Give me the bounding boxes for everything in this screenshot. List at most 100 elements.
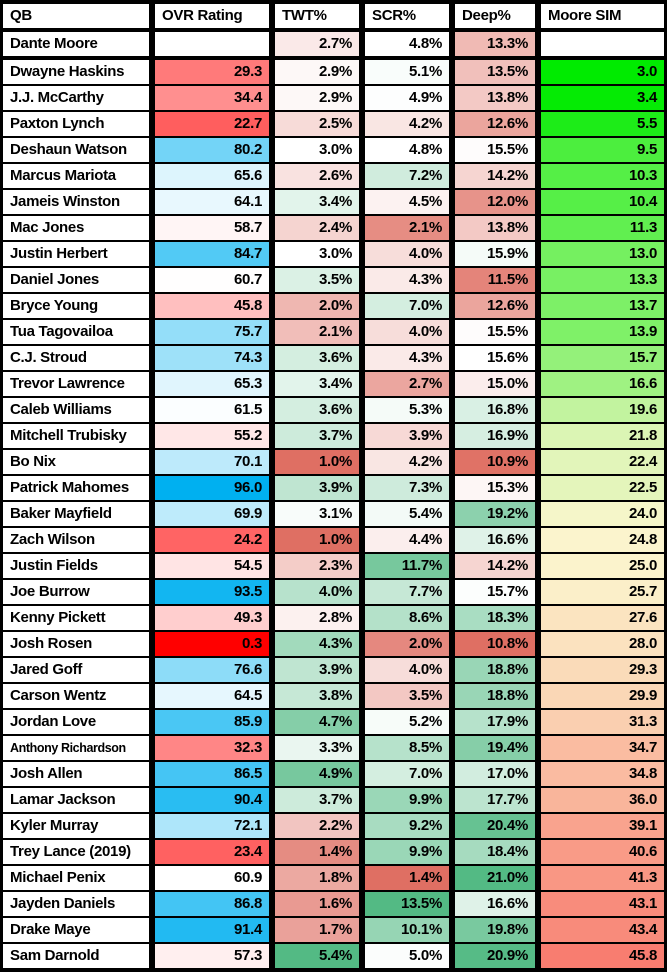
- twt-cell[interactable]: 3.8%: [275, 684, 359, 708]
- deep-cell[interactable]: 10.8%: [455, 632, 535, 656]
- deep-cell[interactable]: 15.3%: [455, 476, 535, 500]
- deep-cell[interactable]: 19.2%: [455, 502, 535, 526]
- deep-cell[interactable]: 20.9%: [455, 944, 535, 968]
- ovr-cell[interactable]: 80.2: [155, 138, 269, 162]
- deep-cell[interactable]: 18.8%: [455, 658, 535, 682]
- sim-cell[interactable]: 16.6: [541, 372, 664, 396]
- ovr-cell[interactable]: 32.3: [155, 736, 269, 760]
- scr-cell[interactable]: 3.5%: [365, 684, 449, 708]
- twt-cell[interactable]: 1.4%: [275, 840, 359, 864]
- ovr-cell[interactable]: 60.9: [155, 866, 269, 890]
- qb-cell[interactable]: J.J. McCarthy: [3, 86, 149, 110]
- deep-cell[interactable]: 15.6%: [455, 346, 535, 370]
- sim-cell[interactable]: 40.6: [541, 840, 664, 864]
- qb-cell[interactable]: Joe Burrow: [3, 580, 149, 604]
- deep-cell[interactable]: 19.8%: [455, 918, 535, 942]
- twt-cell[interactable]: 3.0%: [275, 138, 359, 162]
- ovr-cell[interactable]: 72.1: [155, 814, 269, 838]
- sim-cell[interactable]: 41.3: [541, 866, 664, 890]
- qb-cell[interactable]: Carson Wentz: [3, 684, 149, 708]
- ovr-cell[interactable]: 76.6: [155, 658, 269, 682]
- qb-cell[interactable]: Marcus Mariota: [3, 164, 149, 188]
- qb-cell[interactable]: Dwayne Haskins: [3, 60, 149, 84]
- deep-cell[interactable]: 12.0%: [455, 190, 535, 214]
- scr-cell[interactable]: 7.0%: [365, 762, 449, 786]
- ovr-cell[interactable]: 84.7: [155, 242, 269, 266]
- qb-cell[interactable]: Jordan Love: [3, 710, 149, 734]
- scr-cell[interactable]: 4.3%: [365, 346, 449, 370]
- scr-cell[interactable]: 4.2%: [365, 112, 449, 136]
- ovr-cell[interactable]: 64.5: [155, 684, 269, 708]
- scr-cell[interactable]: 13.5%: [365, 892, 449, 916]
- ovr-cell[interactable]: 61.5: [155, 398, 269, 422]
- qb-cell[interactable]: Justin Herbert: [3, 242, 149, 266]
- qb-cell[interactable]: Mitchell Trubisky: [3, 424, 149, 448]
- twt-cell[interactable]: 3.7%: [275, 424, 359, 448]
- scr-cell[interactable]: 8.6%: [365, 606, 449, 630]
- twt-cell[interactable]: 4.7%: [275, 710, 359, 734]
- qb-cell[interactable]: Drake Maye: [3, 918, 149, 942]
- sim-cell[interactable]: 10.4: [541, 190, 664, 214]
- qb-cell[interactable]: Caleb Williams: [3, 398, 149, 422]
- deep-cell[interactable]: 18.8%: [455, 684, 535, 708]
- scr-cell[interactable]: 5.0%: [365, 944, 449, 968]
- deep-cell[interactable]: 15.5%: [455, 138, 535, 162]
- column-header-sim[interactable]: Moore SIM: [541, 4, 664, 28]
- column-header-twt[interactable]: TWT%: [275, 4, 359, 28]
- ovr-cell[interactable]: 74.3: [155, 346, 269, 370]
- sim-cell[interactable]: 13.3: [541, 268, 664, 292]
- scr-cell[interactable]: 5.3%: [365, 398, 449, 422]
- sim-cell[interactable]: 31.3: [541, 710, 664, 734]
- scr-cell[interactable]: 9.2%: [365, 814, 449, 838]
- sim-cell[interactable]: [541, 32, 664, 56]
- ovr-cell[interactable]: 22.7: [155, 112, 269, 136]
- sim-cell[interactable]: 29.3: [541, 658, 664, 682]
- scr-cell[interactable]: 10.1%: [365, 918, 449, 942]
- sim-cell[interactable]: 11.3: [541, 216, 664, 240]
- deep-cell[interactable]: 15.7%: [455, 580, 535, 604]
- scr-cell[interactable]: 2.1%: [365, 216, 449, 240]
- ovr-cell[interactable]: 96.0: [155, 476, 269, 500]
- ovr-cell[interactable]: 57.3: [155, 944, 269, 968]
- sim-cell[interactable]: 22.4: [541, 450, 664, 474]
- scr-cell[interactable]: 7.2%: [365, 164, 449, 188]
- deep-cell[interactable]: 10.9%: [455, 450, 535, 474]
- sim-cell[interactable]: 25.7: [541, 580, 664, 604]
- scr-cell[interactable]: 11.7%: [365, 554, 449, 578]
- ovr-cell[interactable]: 29.3: [155, 60, 269, 84]
- deep-cell[interactable]: 13.3%: [455, 32, 535, 56]
- twt-cell[interactable]: 3.6%: [275, 398, 359, 422]
- sim-cell[interactable]: 15.7: [541, 346, 664, 370]
- twt-cell[interactable]: 1.8%: [275, 866, 359, 890]
- ovr-cell[interactable]: 85.9: [155, 710, 269, 734]
- ovr-cell[interactable]: 58.7: [155, 216, 269, 240]
- twt-cell[interactable]: 2.5%: [275, 112, 359, 136]
- twt-cell[interactable]: 1.0%: [275, 528, 359, 552]
- sim-cell[interactable]: 22.5: [541, 476, 664, 500]
- scr-cell[interactable]: 4.8%: [365, 32, 449, 56]
- qb-cell[interactable]: Mac Jones: [3, 216, 149, 240]
- sim-cell[interactable]: 39.1: [541, 814, 664, 838]
- qb-cell[interactable]: Lamar Jackson: [3, 788, 149, 812]
- sim-cell[interactable]: 45.8: [541, 944, 664, 968]
- sim-cell[interactable]: 21.8: [541, 424, 664, 448]
- sim-cell[interactable]: 28.0: [541, 632, 664, 656]
- qb-cell[interactable]: Kenny Pickett: [3, 606, 149, 630]
- twt-cell[interactable]: 5.4%: [275, 944, 359, 968]
- sim-cell[interactable]: 27.6: [541, 606, 664, 630]
- scr-cell[interactable]: 3.9%: [365, 424, 449, 448]
- sim-cell[interactable]: 3.4: [541, 86, 664, 110]
- ovr-cell[interactable]: 93.5: [155, 580, 269, 604]
- qb-cell[interactable]: Trevor Lawrence: [3, 372, 149, 396]
- qb-cell[interactable]: Bryce Young: [3, 294, 149, 318]
- scr-cell[interactable]: 4.9%: [365, 86, 449, 110]
- scr-cell[interactable]: 5.4%: [365, 502, 449, 526]
- sim-cell[interactable]: 43.1: [541, 892, 664, 916]
- sim-cell[interactable]: 9.5: [541, 138, 664, 162]
- deep-cell[interactable]: 13.8%: [455, 216, 535, 240]
- sim-cell[interactable]: 13.0: [541, 242, 664, 266]
- scr-cell[interactable]: 4.8%: [365, 138, 449, 162]
- deep-cell[interactable]: 18.3%: [455, 606, 535, 630]
- qb-cell[interactable]: Anthony Richardson: [3, 736, 149, 760]
- deep-cell[interactable]: 15.0%: [455, 372, 535, 396]
